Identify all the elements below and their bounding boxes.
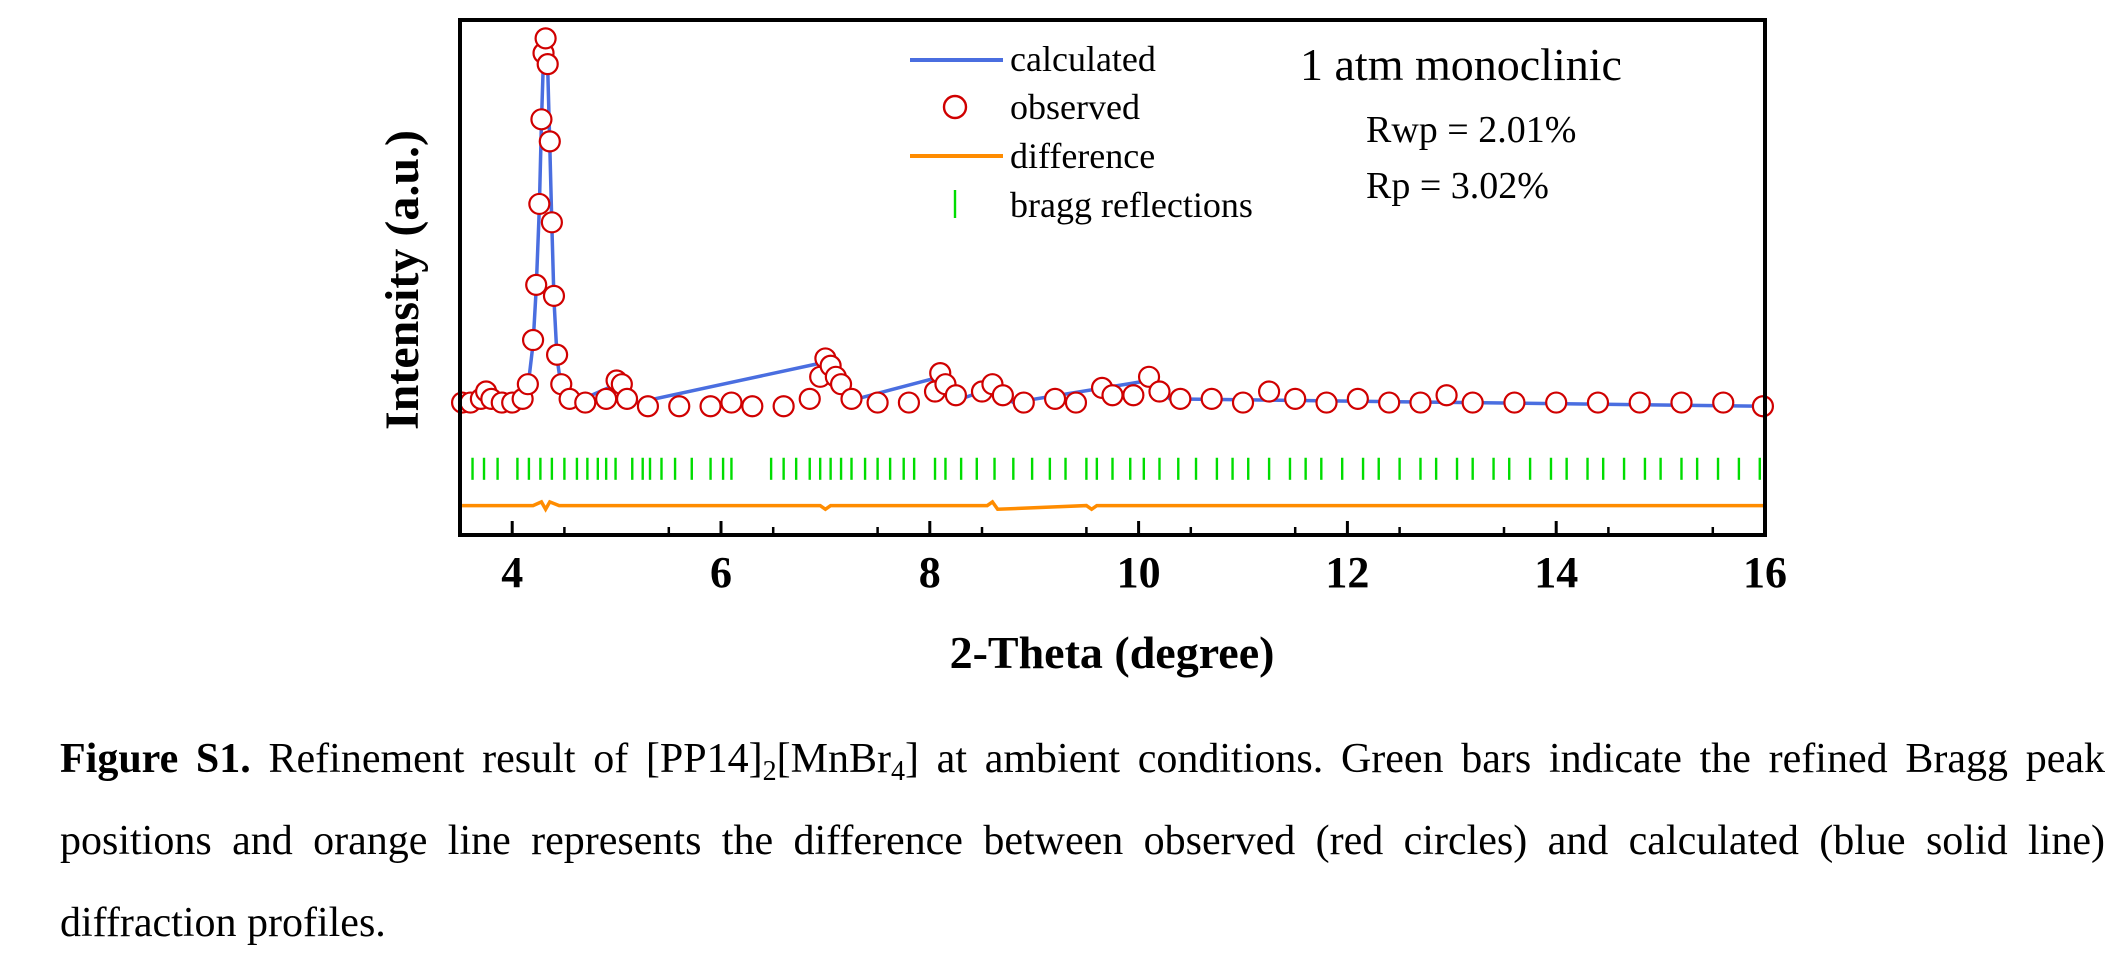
observed-point (525, 273, 548, 296)
observed-point (1670, 391, 1693, 414)
observed-point (1169, 387, 1192, 410)
x-tick-label: 12 (1325, 548, 1369, 597)
observed-point (1148, 380, 1171, 403)
observed-point (1461, 391, 1484, 414)
observed-point (991, 384, 1014, 407)
observed-point (772, 395, 795, 418)
rp-annotation: Rp = 3.02% (1366, 165, 1549, 207)
observed-point (595, 387, 618, 410)
observed-point (1257, 380, 1281, 403)
figure-caption: Figure S1. Refinement result of [PP14]2[… (60, 718, 2105, 964)
x-tick-label: 8 (919, 548, 941, 597)
observed-point (636, 395, 660, 418)
observed-point (1378, 391, 1401, 414)
caption-text-3: ] at ambient conditions. Green bars indi… (60, 736, 2105, 946)
legend-difference-label: difference (1010, 136, 1155, 176)
x-tick-label: 4 (501, 548, 523, 597)
observed-point (1751, 395, 1775, 418)
observed-point (1012, 391, 1035, 414)
legend-observed-label: observed (1010, 87, 1140, 127)
observed-point (1435, 384, 1458, 407)
observed-point (615, 387, 639, 410)
observed-point (1101, 384, 1124, 407)
observed-point (741, 395, 764, 418)
observed-point (1064, 391, 1088, 414)
observed-point (530, 108, 553, 131)
legend-calculated-label: calculated (1010, 39, 1156, 79)
observed-point (897, 391, 921, 414)
legend: calculated observed difference bragg ref… (910, 39, 1253, 225)
observed-point (1200, 387, 1223, 410)
observed-point (574, 391, 597, 414)
x-axis-label: 2-Theta (degree) (950, 627, 1275, 678)
observed-point (536, 53, 559, 76)
observed-point (798, 387, 821, 410)
observed-point (542, 284, 566, 307)
observed-point (699, 395, 722, 418)
observed-point (1409, 391, 1432, 414)
observed-point (534, 27, 557, 50)
legend-bragg-label: bragg reflections (1010, 185, 1253, 225)
observed-point (545, 343, 569, 366)
observed-point (1628, 391, 1651, 414)
difference-line (462, 499, 1765, 513)
observed-point (1315, 391, 1338, 414)
caption-label: Figure S1. (60, 736, 251, 782)
observed-point (866, 391, 889, 414)
observed-point (1586, 391, 1610, 414)
diffraction-chart: 4 6 8 10 12 14 16 Intensity (a.u.) 2-Theta (de… (376, 18, 1787, 678)
observed-point (1122, 384, 1145, 407)
observed-point (521, 328, 545, 352)
observed-point (668, 395, 691, 418)
legend-observed-swatch (942, 94, 968, 120)
caption-subscript-2: 4 (890, 756, 905, 787)
observed-point (1545, 391, 1568, 414)
observed-point (944, 384, 968, 407)
observed-point (829, 373, 853, 396)
observed-point (1284, 387, 1307, 410)
plot-frame (458, 18, 1767, 537)
observed-point (1231, 391, 1255, 414)
observed-point (528, 192, 551, 216)
observed-point (720, 391, 743, 414)
observed-point (1712, 391, 1735, 414)
y-axis-label: Intensity (a.u.) (376, 130, 429, 430)
observed-point (1346, 387, 1369, 410)
x-tick-label: 16 (1743, 548, 1787, 597)
caption-text-1: Refinement result of [PP14] (250, 736, 763, 782)
caption-subscript-1: 2 (762, 756, 777, 787)
observed-point (1503, 391, 1526, 414)
plot-layer (450, 27, 1775, 513)
observed-point (538, 130, 561, 153)
observed-point (540, 211, 563, 234)
observed-point (1137, 365, 1161, 388)
caption-text-2: [MnBr (776, 736, 891, 782)
observed-point (1043, 387, 1067, 410)
rwp-annotation: Rwp = 2.01% (1366, 109, 1576, 151)
x-axis: 4 6 8 10 12 14 16 (501, 521, 1787, 597)
phase-annotation: 1 atm monoclinic (1300, 39, 1622, 90)
x-tick-label: 10 (1117, 548, 1161, 597)
x-tick-label: 6 (710, 548, 732, 597)
observed-point (840, 387, 863, 410)
x-tick-label: 14 (1534, 548, 1578, 597)
observed-point (516, 373, 539, 396)
